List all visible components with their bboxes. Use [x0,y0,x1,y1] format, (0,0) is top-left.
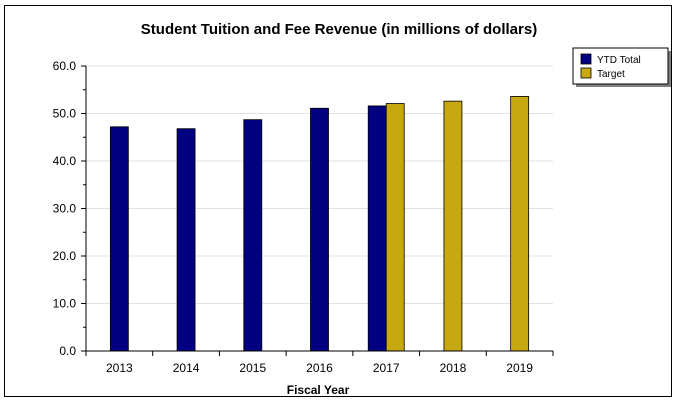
legend-swatch [580,53,592,65]
legend-swatch [580,67,592,79]
x-tick-label: 2015 [239,361,266,375]
y-tick-label: 50.0 [53,107,77,121]
bar-ytd-total-2015 [243,119,263,352]
bar-target-2017 [385,103,405,352]
x-tick-label: 2019 [506,361,533,375]
bar-target-2019 [510,96,530,352]
y-tick-label: 30.0 [53,202,77,216]
legend-label: YTD Total [597,55,641,66]
y-tick-label: 0.0 [59,344,76,358]
legend: YTD Total Target [572,47,671,87]
y-tick-label: 40.0 [53,154,77,168]
chart-title: Student Tuition and Fee Revenue (in mill… [141,21,537,38]
x-tick-labels: 2013 2014 2015 2016 2017 2018 2019 [106,361,533,375]
x-tick-label: 2016 [306,361,333,375]
axes [81,65,554,356]
y-tick-label: 10.0 [53,297,77,311]
x-tick-label: 2017 [373,361,400,375]
y-tick-labels: 0.0 10.0 20.0 30.0 40.0 50.0 60.0 [53,59,77,358]
bar-target-2018 [443,100,463,352]
x-tick-label: 2014 [173,361,200,375]
x-axis-label: Fiscal Year [287,383,350,397]
legend-label: Target [597,69,625,80]
bar-ytd-total-2016 [310,107,329,352]
y-tick-label: 60.0 [53,59,77,73]
x-tick-label: 2018 [440,361,467,375]
bar-ytd-total-2014 [176,128,196,352]
bars [109,96,530,352]
y-tick-label: 20.0 [53,249,77,263]
bar-ytd-total-2013 [109,126,129,352]
x-tick-label: 2013 [106,361,133,375]
bar-ytd-total-2017 [367,105,387,352]
